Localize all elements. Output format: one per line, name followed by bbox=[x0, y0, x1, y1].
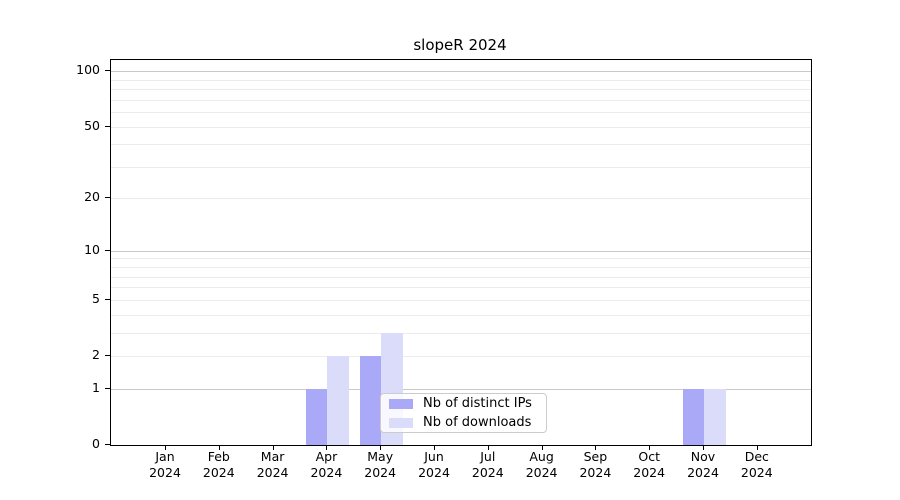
x-tick-year: 2024 bbox=[471, 465, 504, 480]
x-tick-mark-may-2024 bbox=[380, 445, 382, 450]
y-tick-mark-5 bbox=[105, 298, 110, 300]
x-tick-mark-aug-2024 bbox=[541, 445, 543, 450]
x-tick-year: 2024 bbox=[579, 465, 612, 480]
x-tick-month: Oct bbox=[638, 449, 660, 464]
legend-item-distinct-ips: Nb of distinct IPs bbox=[389, 396, 538, 411]
gridline-minor-7 bbox=[111, 276, 811, 278]
gridline-minor-3 bbox=[111, 332, 811, 334]
gridline-minor-5 bbox=[111, 299, 811, 301]
x-tick-label-jun-2024: Jun 2024 bbox=[404, 449, 464, 481]
gridline-minor-50 bbox=[111, 126, 811, 128]
gridline-minor-70 bbox=[111, 99, 811, 101]
y-tick-mark-0 bbox=[105, 444, 110, 445]
gridline-minor-6 bbox=[111, 287, 811, 289]
chart-title: slopeR 2024 bbox=[413, 36, 507, 54]
x-tick-year: 2024 bbox=[364, 465, 397, 480]
x-tick-year: 2024 bbox=[256, 465, 289, 480]
y-tick-label-1: 1 bbox=[92, 379, 100, 395]
x-tick-label-mar-2024: Mar 2024 bbox=[243, 449, 303, 481]
legend-label-distinct-ips: Nb of distinct IPs bbox=[423, 396, 532, 411]
y-tick-mark-20 bbox=[105, 197, 110, 199]
x-tick-month: Apr bbox=[315, 449, 338, 464]
gridline-major-100 bbox=[111, 71, 811, 73]
x-tick-label-nov-2024: Nov 2024 bbox=[673, 449, 733, 481]
y-tick-mark-2 bbox=[105, 355, 110, 356]
y-tick-label-50: 50 bbox=[84, 117, 100, 133]
x-tick-year: 2024 bbox=[687, 465, 719, 480]
x-tick-year: 2024 bbox=[310, 465, 343, 480]
x-tick-label-apr-2024: Apr 2024 bbox=[296, 449, 356, 481]
x-tick-year: 2024 bbox=[525, 465, 558, 480]
gridline-major-10 bbox=[111, 250, 811, 252]
gridline-minor-9 bbox=[111, 258, 811, 260]
gridline-minor-60 bbox=[111, 112, 811, 114]
legend-swatch-distinct-ips bbox=[389, 398, 413, 409]
y-tick-mark-1 bbox=[105, 387, 110, 389]
y-tick-label-20: 20 bbox=[84, 189, 100, 205]
legend-label-downloads: Nb of downloads bbox=[423, 415, 532, 430]
x-tick-month: Feb bbox=[207, 449, 230, 464]
bar-nb-of-distinct-ips-apr-2024 bbox=[305, 388, 328, 445]
x-tick-mark-jul-2024 bbox=[487, 445, 489, 450]
x-tick-label-aug-2024: Aug 2024 bbox=[512, 449, 572, 481]
x-tick-label-jul-2024: Jul 2024 bbox=[458, 449, 518, 481]
x-tick-month: Nov bbox=[690, 449, 716, 464]
x-tick-month: Dec bbox=[744, 449, 769, 464]
gridline-minor-2 bbox=[111, 356, 811, 357]
x-tick-year: 2024 bbox=[202, 465, 235, 480]
y-tick-label-5: 5 bbox=[92, 290, 100, 306]
x-tick-mark-nov-2024 bbox=[703, 445, 704, 450]
bar-nb-of-distinct-ips-nov-2024 bbox=[682, 388, 704, 445]
x-tick-month: Jun bbox=[424, 449, 444, 464]
gridline-minor-8 bbox=[111, 267, 811, 269]
x-tick-mark-jan-2024 bbox=[165, 445, 166, 450]
x-tick-label-sep-2024: Sep 2024 bbox=[565, 449, 625, 481]
x-tick-mark-jun-2024 bbox=[434, 445, 435, 450]
x-tick-label-jan-2024: Jan 2024 bbox=[135, 449, 195, 481]
legend: Nb of distinct IPs Nb of downloads bbox=[380, 393, 547, 433]
bar-nb-of-downloads-nov-2024 bbox=[704, 388, 726, 445]
bar-nb-of-distinct-ips-may-2024 bbox=[359, 356, 382, 445]
gridline-minor-20 bbox=[111, 198, 811, 200]
gridline-minor-80 bbox=[111, 89, 811, 91]
x-tick-label-may-2024: May 2024 bbox=[350, 449, 410, 481]
x-tick-year: 2024 bbox=[633, 465, 666, 480]
x-tick-year: 2024 bbox=[740, 465, 773, 480]
x-tick-month: Mar bbox=[260, 449, 285, 464]
gridline-minor-4 bbox=[111, 314, 811, 316]
x-tick-label-dec-2024: Dec 2024 bbox=[727, 449, 787, 481]
x-tick-mark-mar-2024 bbox=[272, 445, 274, 450]
y-tick-mark-50 bbox=[105, 125, 110, 127]
y-tick-mark-10 bbox=[105, 249, 110, 251]
x-tick-mark-oct-2024 bbox=[649, 445, 651, 450]
y-tick-label-100: 100 bbox=[76, 62, 100, 78]
gridline-major-1 bbox=[111, 388, 811, 390]
x-tick-mark-sep-2024 bbox=[595, 445, 597, 450]
x-tick-label-oct-2024: Oct 2024 bbox=[619, 449, 679, 481]
x-tick-mark-apr-2024 bbox=[326, 445, 328, 450]
x-tick-month: May bbox=[367, 449, 394, 464]
x-tick-mark-feb-2024 bbox=[218, 445, 220, 450]
gridline-minor-40 bbox=[111, 144, 811, 146]
y-tick-label-2: 2 bbox=[92, 347, 100, 362]
y-tick-label-10: 10 bbox=[84, 241, 100, 257]
y-tick-label-0: 0 bbox=[92, 436, 100, 451]
x-tick-mark-dec-2024 bbox=[756, 445, 758, 450]
gridline-minor-30 bbox=[111, 166, 811, 168]
legend-item-downloads: Nb of downloads bbox=[389, 415, 538, 430]
gridline-minor-90 bbox=[111, 79, 811, 81]
legend-swatch-downloads bbox=[389, 417, 413, 428]
x-tick-year: 2024 bbox=[149, 465, 181, 480]
y-tick-mark-100 bbox=[105, 70, 110, 72]
x-tick-year: 2024 bbox=[418, 465, 450, 480]
x-tick-month: Sep bbox=[583, 449, 608, 464]
x-tick-label-feb-2024: Feb 2024 bbox=[189, 449, 249, 481]
x-tick-month: Jan bbox=[155, 449, 175, 464]
x-tick-month: Aug bbox=[529, 449, 554, 464]
bar-nb-of-downloads-apr-2024 bbox=[327, 356, 349, 445]
plot-area bbox=[110, 59, 812, 446]
x-tick-month: Jul bbox=[480, 449, 496, 464]
